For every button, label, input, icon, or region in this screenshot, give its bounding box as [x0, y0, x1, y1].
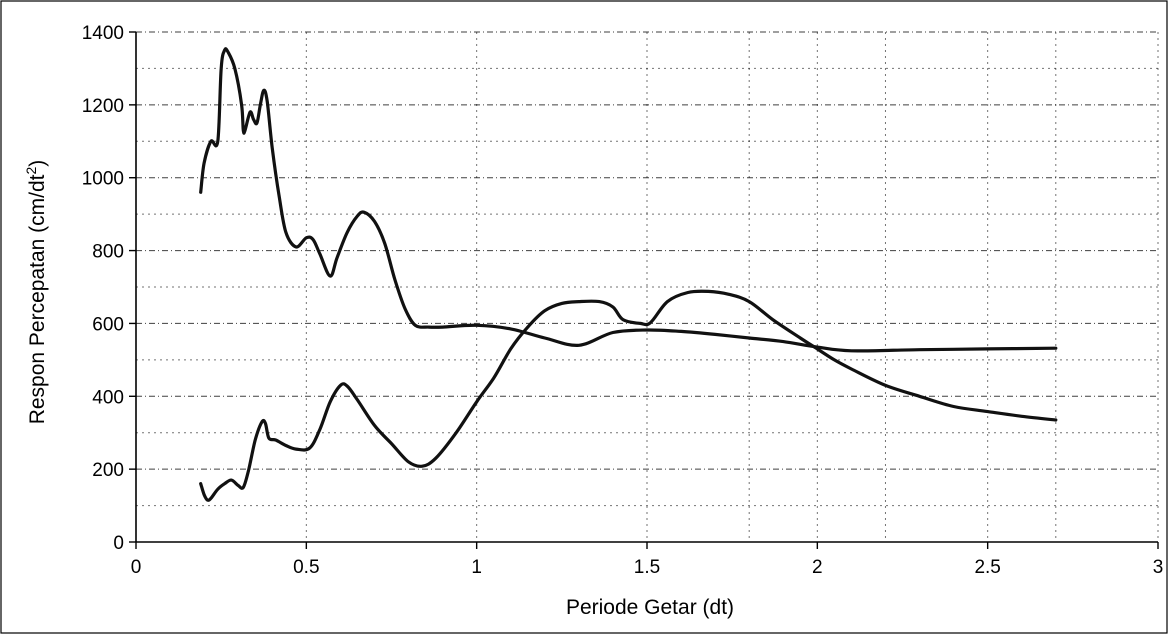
x-tick-label-0.5: 0.5 — [293, 557, 319, 578]
y-axis-title: Respon Percepatan (cm/dt2) — [23, 160, 49, 425]
y-tick-label-1000: 1000 — [82, 169, 124, 190]
x-tick-label-2.5: 2.5 — [974, 557, 1000, 578]
y-axis-title-main: Respon Percepatan (cm/dt — [26, 174, 49, 424]
y-axis-title-superscript: 2 — [23, 167, 39, 175]
series-layer — [199, 47, 1058, 502]
y-tick-label-800: 800 — [92, 242, 124, 263]
x-tick-label-1.5: 1.5 — [634, 557, 660, 578]
label-layer: 0 200 400 600 800 1000 1200 1400 0 0.5 1 1.5 2 2.5 3 — [82, 23, 1164, 578]
y-tick-label-1400: 1400 — [82, 23, 124, 44]
axis-layer — [129, 31, 1159, 549]
series-line-2 — [199, 289, 1058, 502]
y-tick-label-200: 200 — [92, 460, 124, 481]
y-tick-label-400: 400 — [92, 387, 124, 408]
x-axis-title: Periode Getar (dt) — [566, 596, 734, 619]
y-tick-label-0: 0 — [113, 533, 124, 554]
y-tick-label-600: 600 — [92, 314, 124, 335]
x-tick-label-0: 0 — [131, 557, 142, 578]
x-tick-label-1: 1 — [471, 557, 482, 578]
grid-layer — [136, 31, 1159, 542]
y-tick-label-1200: 1200 — [82, 96, 124, 117]
y-axis-title-close: ) — [26, 160, 49, 167]
x-tick-label-2: 2 — [812, 557, 823, 578]
x-tick-label-3: 3 — [1153, 557, 1164, 578]
series-line-1 — [199, 47, 1058, 353]
